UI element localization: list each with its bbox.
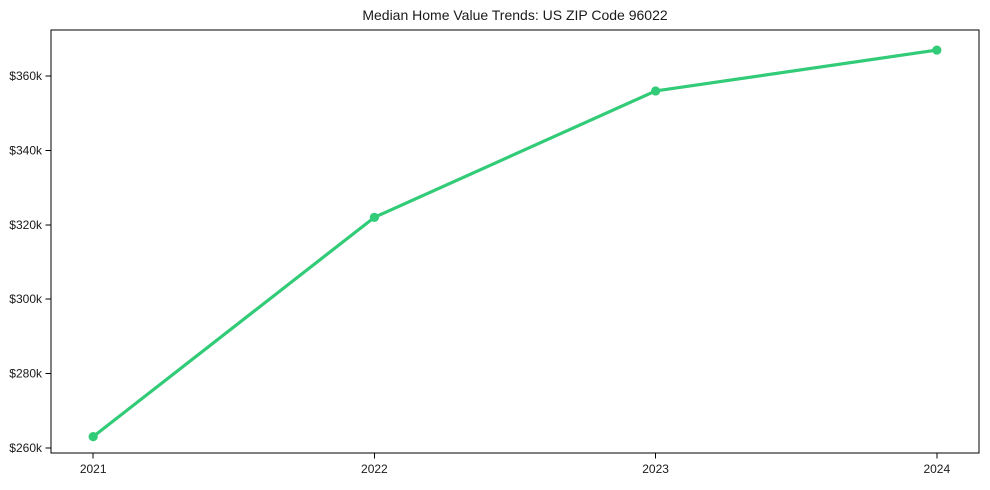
plot-frame — [50, 29, 980, 454]
y-tick-label: $360k — [9, 69, 43, 83]
data-point-marker — [369, 212, 379, 222]
data-point-marker — [932, 45, 942, 55]
x-tick-label: 2021 — [80, 462, 107, 476]
trend-line — [91, 48, 939, 439]
y-tick-label: $300k — [9, 292, 43, 306]
chart-title: Median Home Value Trends: US ZIP Code 96… — [362, 7, 668, 23]
y-tick-label: $280k — [9, 366, 43, 380]
x-tick-label: 2022 — [361, 462, 388, 476]
x-tick-label: 2024 — [923, 462, 950, 476]
y-tick-label: $260k — [9, 441, 43, 455]
data-point-marker — [88, 432, 98, 442]
y-tick-label: $340k — [9, 143, 43, 157]
x-tick-label: 2023 — [642, 462, 669, 476]
y-tick-label: $320k — [9, 218, 43, 232]
data-point-marker — [651, 86, 661, 96]
